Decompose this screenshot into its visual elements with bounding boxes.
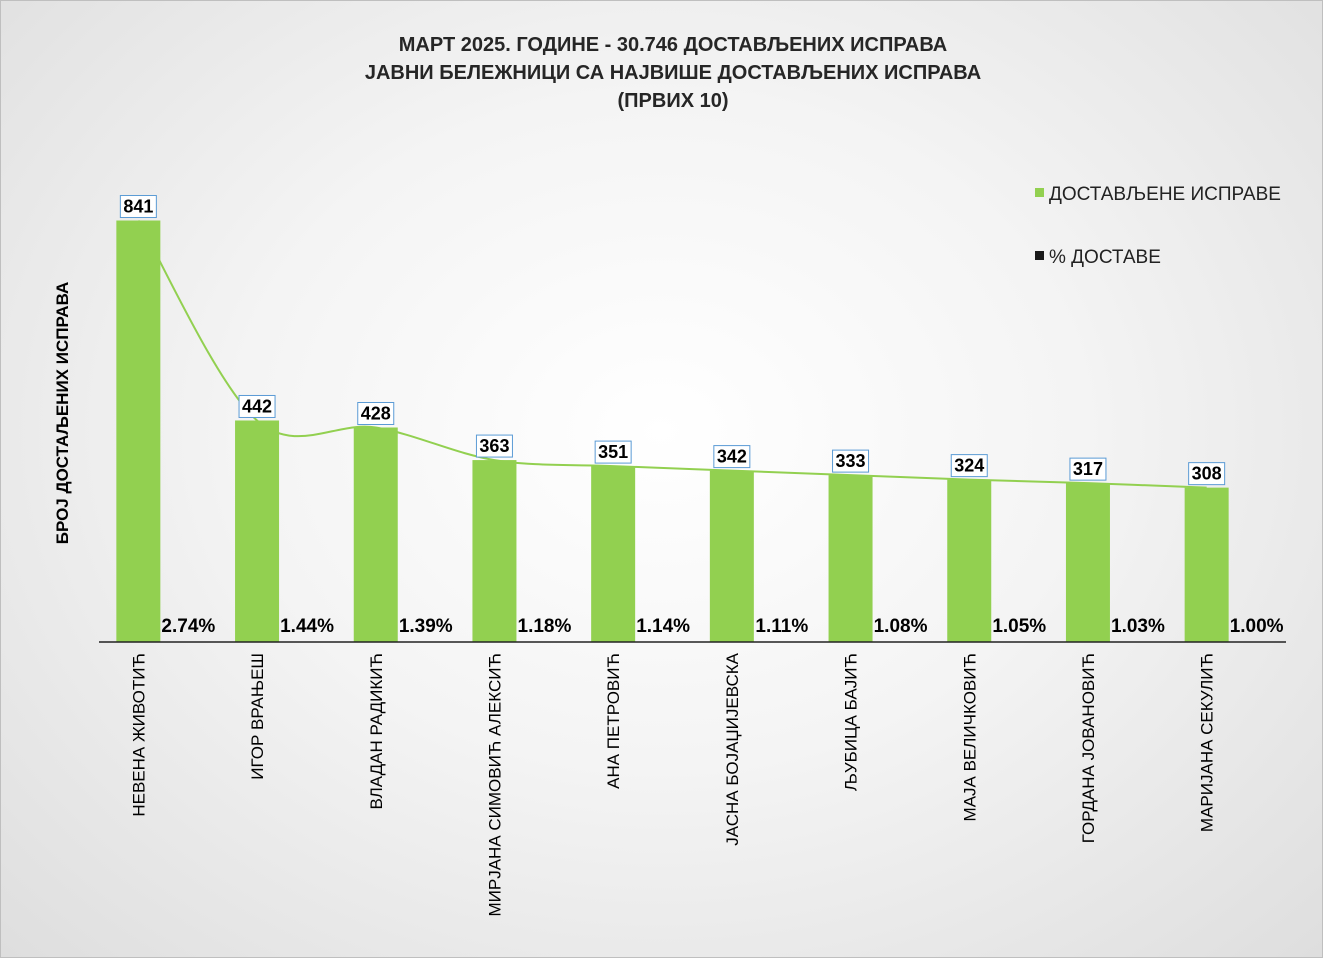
value-label-1: 841 — [123, 197, 153, 217]
value-label-7: 333 — [836, 451, 866, 471]
percent-label-10: 1.00% — [1230, 616, 1284, 637]
percent-label-5: 1.14% — [636, 616, 690, 637]
value-label-box-8 — [950, 454, 988, 478]
value-label-box-2 — [238, 394, 276, 418]
category-label-3: ВЛАДАН РАДИКИЋ — [367, 653, 386, 810]
percent-label-9: 1.03% — [1111, 616, 1165, 637]
category-label-7: ЉУБИЦА БАЈИЋ — [842, 653, 861, 791]
value-label-box-5 — [594, 440, 632, 464]
value-label-box-7 — [832, 449, 870, 473]
bar-3 — [353, 427, 398, 642]
value-label-box-6 — [713, 445, 751, 469]
category-labels-layer: НЕВЕНА ЖИВОТИЋ ИГОР ВРАЊЕШ ВЛАДАН РАДИКИЋ М… — [129, 652, 1216, 916]
chart-title: МАРТ 2025. ГОДИНЕ - 30.746 ДОСТАВЉЕНИХ И… — [365, 34, 981, 112]
category-label-6: ЈАСНА БОЈАЏИЈЕВСКА — [723, 652, 742, 845]
value-label-9: 317 — [1073, 459, 1103, 479]
category-label-10: МАРИЈАНА СЕКУЛИЋ — [1198, 653, 1217, 832]
value-label-8: 324 — [954, 456, 984, 476]
bar-1 — [116, 220, 161, 642]
percent-label-3: 1.39% — [399, 616, 453, 637]
value-label-box-4 — [475, 434, 513, 458]
trendline-layer — [137, 220, 1207, 489]
legend-label-delivered: ДОСТАВЉЕНЕ ИСПРАВЕ — [1049, 184, 1281, 205]
category-label-5: АНА ПЕТРОВИЋ — [604, 653, 623, 789]
value-labels-layer: 841 442 428 363 351 342 333 324 317 308 — [119, 195, 1226, 486]
value-label-box-10 — [1188, 462, 1226, 486]
bar-6 — [709, 470, 754, 642]
bar-2 — [235, 420, 280, 642]
legend-swatch-percent — [1035, 251, 1044, 260]
trendline — [137, 220, 1207, 489]
percent-label-1: 2.74% — [161, 616, 215, 637]
value-label-2: 442 — [242, 396, 272, 416]
bar-8 — [947, 479, 992, 642]
category-label-9: ГОРДАНА ЈОВАНОВИЋ — [1079, 653, 1098, 843]
chart-title-line-3: (ПРВИХ 10) — [618, 90, 729, 112]
percent-label-4: 1.18% — [518, 616, 572, 637]
category-label-2: ИГОР ВРАЊЕШ — [248, 653, 267, 780]
legend: ДОСТАВЉЕНЕ ИСПРАВЕ % ДОСТАВЕ — [1035, 184, 1281, 268]
value-label-box-1 — [119, 195, 157, 219]
percent-label-2: 1.44% — [280, 616, 334, 637]
bar-7 — [828, 475, 873, 642]
value-label-box-3 — [357, 401, 395, 425]
category-label-1: НЕВЕНА ЖИВОТИЋ — [129, 653, 148, 817]
category-label-8: МАЈА ВЕЛИЧКОВИЋ — [960, 653, 979, 821]
bar-9 — [1065, 483, 1110, 642]
value-label-6: 342 — [717, 447, 747, 467]
percent-labels-layer: 2.74% 1.44% 1.39% 1.18% 1.14% 1.11% 1.08% 1.05%… — [161, 616, 1283, 637]
value-label-10: 308 — [1192, 464, 1222, 484]
bar-4 — [472, 460, 517, 642]
percent-label-8: 1.05% — [992, 616, 1046, 637]
chart-title-line-1: МАРТ 2025. ГОДИНЕ - 30.746 ДОСТАВЉЕНИХ И… — [399, 34, 947, 56]
percent-label-7: 1.08% — [874, 616, 928, 637]
value-label-4: 363 — [479, 436, 509, 456]
bar-5 — [591, 466, 636, 642]
value-label-5: 351 — [598, 442, 628, 462]
legend-swatch-delivered — [1035, 188, 1044, 197]
percent-label-6: 1.11% — [755, 616, 808, 637]
legend-label-percent: % ДОСТАВЕ — [1049, 247, 1161, 268]
value-label-3: 428 — [361, 403, 391, 423]
bars-layer — [116, 220, 1229, 642]
value-label-box-9 — [1069, 457, 1107, 481]
category-label-4: МИРЈАНА СИМОВИЋ АЛЕКСИЋ — [485, 653, 504, 917]
chart-title-line-2: ЈАВНИ БЕЛЕЖНИЦИ СА НАЈВИШЕ ДОСТАВЉЕНИХ И… — [365, 62, 981, 84]
bar-10 — [1184, 487, 1229, 642]
y-axis-label: БРОЈ ДОСТАЉЕНИХ ИСПРАВА — [53, 282, 72, 545]
